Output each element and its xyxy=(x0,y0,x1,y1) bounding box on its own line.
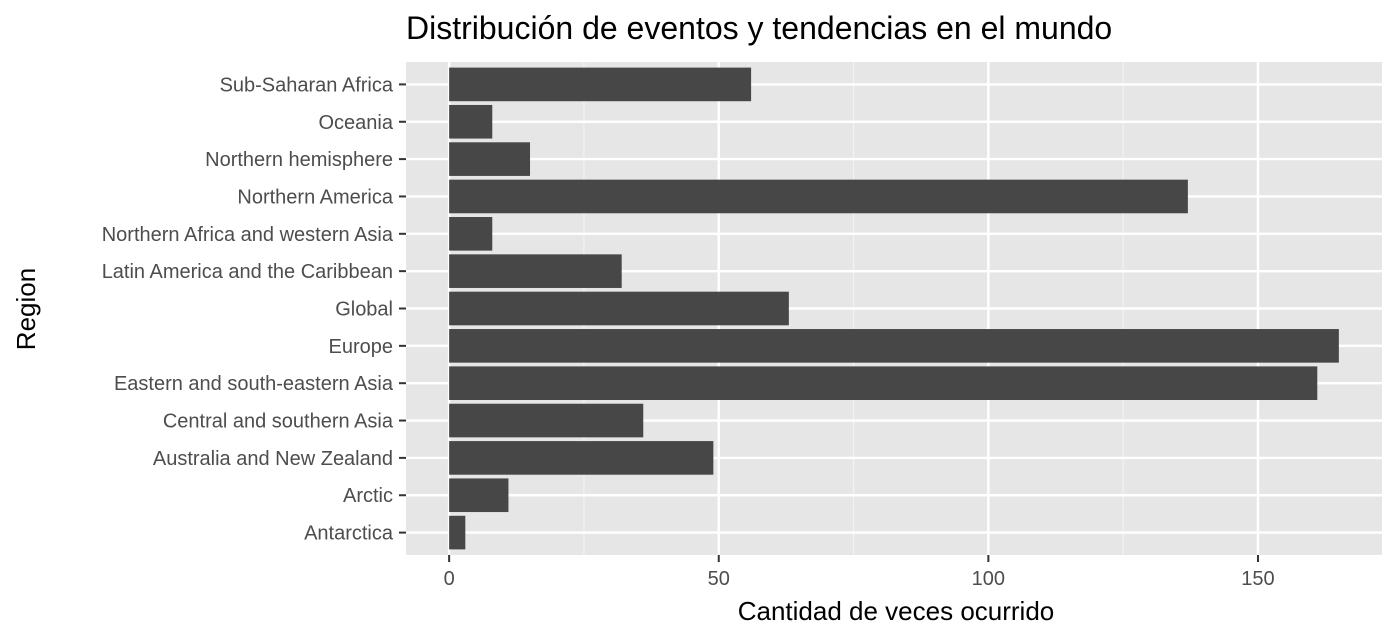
y-tick-label: Antarctica xyxy=(304,523,394,545)
y-axis: Antarctica Arctic Australia and New Zealan… xyxy=(102,74,406,545)
bar xyxy=(449,515,466,550)
y-tick-label: Sub-Saharan Africa xyxy=(220,74,394,96)
bar xyxy=(449,478,509,513)
bar xyxy=(449,329,1339,363)
y-tick-label: Eastern and south-eastern Asia xyxy=(114,373,394,395)
x-tick-label: 50 xyxy=(708,568,730,590)
y-tick-label: Arctic xyxy=(343,485,393,507)
grid-lines xyxy=(406,62,1382,555)
y-tick-label: Australia and New Zealand xyxy=(153,448,393,470)
bar xyxy=(449,441,714,475)
x-axis-title: Cantidad de veces ocurrido xyxy=(738,596,1055,626)
x-tick-label: 0 xyxy=(444,568,455,590)
y-axis-title: Region xyxy=(11,268,41,350)
bar xyxy=(449,179,1188,214)
chart-title: Distribución de eventos y tendencias en … xyxy=(406,10,1112,46)
bar xyxy=(449,291,789,326)
bar xyxy=(449,104,493,139)
bar xyxy=(449,67,752,102)
bars xyxy=(449,67,1339,550)
y-tick-label: Northern hemisphere xyxy=(205,149,393,171)
bar xyxy=(449,142,531,176)
bar xyxy=(449,216,493,251)
y-tick-label: Northern Africa and western Asia xyxy=(102,224,394,246)
y-tick-label: Northern America xyxy=(237,186,393,208)
y-tick-label: Europe xyxy=(329,336,394,358)
x-tick-label: 100 xyxy=(972,568,1005,590)
bar xyxy=(449,403,644,438)
y-tick-label: Global xyxy=(335,299,393,321)
y-tick-label: Central and southern Asia xyxy=(163,411,394,433)
bar xyxy=(449,366,1318,401)
x-tick-label: 150 xyxy=(1241,568,1274,590)
bar xyxy=(449,254,622,288)
x-axis: 0 50 100 150 xyxy=(444,555,1275,590)
y-tick-label: Oceania xyxy=(319,112,394,134)
y-tick-label: Latin America and the Caribbean xyxy=(102,261,393,283)
